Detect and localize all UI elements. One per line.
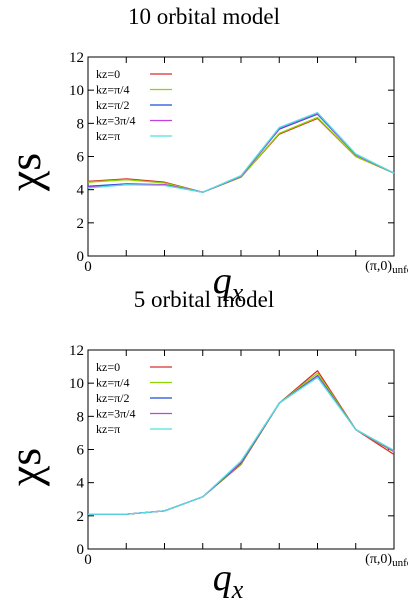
legend-label: kz=π/2 bbox=[96, 98, 130, 112]
series-line-5 bbox=[88, 376, 395, 515]
y-tick-label: 4 bbox=[77, 183, 85, 199]
chart-title: 5 orbital model bbox=[134, 287, 275, 312]
x-axis-label-main: q bbox=[213, 260, 232, 302]
legend-label: kz=π/2 bbox=[96, 391, 130, 405]
y-tick-label: 12 bbox=[69, 343, 84, 359]
y-tick-label: 6 bbox=[77, 150, 85, 166]
x-tick-label-end-sub: unfold bbox=[392, 264, 408, 276]
x-axis-label-sub: x bbox=[231, 278, 244, 307]
y-axis-label: χs bbox=[0, 448, 50, 487]
y-tick-label: 0 bbox=[77, 249, 85, 265]
x-axis-label: qx bbox=[213, 557, 244, 602]
legend-label: kz=3π/4 bbox=[96, 114, 136, 128]
y-tick-label: 8 bbox=[77, 409, 85, 425]
y-tick-label: 2 bbox=[77, 216, 85, 232]
x-tick-label-end: (π,0)unfold bbox=[365, 259, 408, 276]
series-line-1 bbox=[88, 370, 395, 515]
y-tick-label: 0 bbox=[77, 542, 85, 558]
x-tick-label-end-main: (π,0) bbox=[365, 552, 392, 567]
x-tick-label-start: 0 bbox=[84, 552, 92, 568]
y-tick-label: 6 bbox=[77, 443, 85, 459]
x-axis-label-main: q bbox=[213, 557, 232, 599]
x-tick-label-end: (π,0)unfold bbox=[365, 552, 408, 569]
series-line-1 bbox=[87, 117, 395, 193]
legend-label: kz=0 bbox=[96, 67, 120, 81]
series-line-3 bbox=[88, 375, 395, 515]
series-line-5 bbox=[87, 111, 395, 193]
legend-label: kz=π/4 bbox=[96, 376, 130, 390]
chart-panel-2: 5 orbital model 0 2 4 6 8 10 12 0 (π,0)unfold χs qx… bbox=[0, 287, 408, 602]
legend-label: kz=π bbox=[96, 422, 120, 436]
legend-label: kz=0 bbox=[96, 360, 120, 374]
plot-frame bbox=[87, 56, 395, 257]
y-tick-label: 10 bbox=[69, 376, 84, 392]
legend-label: kz=3π/4 bbox=[96, 407, 136, 421]
legend-label: kz=π bbox=[96, 129, 120, 143]
legend-label: kz=π/4 bbox=[96, 83, 130, 97]
x-axis-label: qx bbox=[213, 260, 244, 307]
y-tick-label: 10 bbox=[69, 83, 84, 99]
x-axis-label-sub: x bbox=[231, 575, 244, 602]
chart-panel-1: 10 orbital model 0 2 4 6 8 10 12 0 (π,0)unfold χs q… bbox=[0, 4, 408, 307]
y-tick-label: 2 bbox=[77, 509, 85, 525]
series-line-2 bbox=[88, 372, 395, 515]
chart-title: 10 orbital model bbox=[128, 4, 280, 29]
y-tick-label: 4 bbox=[77, 476, 85, 492]
plot-frame bbox=[87, 349, 395, 550]
y-axis-label: χs bbox=[0, 153, 50, 192]
x-tick-label-start: 0 bbox=[84, 259, 92, 275]
x-tick-label-end-main: (π,0) bbox=[365, 259, 392, 274]
y-tick-label: 12 bbox=[69, 50, 84, 66]
x-tick-label-end-sub: unfold bbox=[392, 557, 408, 569]
y-tick-label: 8 bbox=[77, 116, 85, 132]
series-line-2 bbox=[87, 116, 395, 193]
series-line-4 bbox=[88, 375, 395, 515]
